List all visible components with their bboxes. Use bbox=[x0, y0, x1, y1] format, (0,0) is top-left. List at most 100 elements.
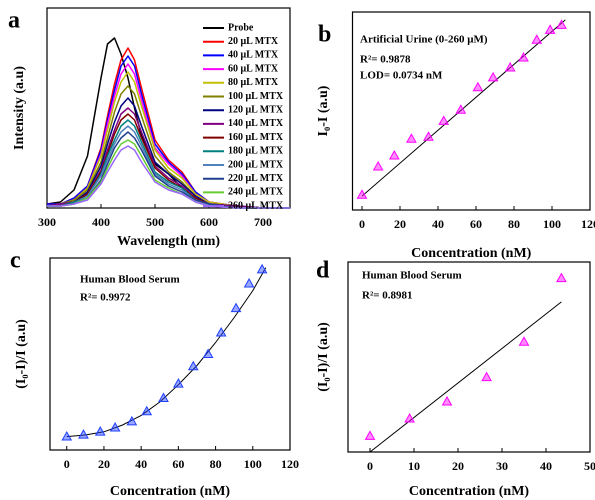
x-tick-label: 80 bbox=[508, 217, 520, 231]
annotation: R²= 0.9878 bbox=[360, 54, 411, 66]
data-point bbox=[61, 431, 73, 441]
legend-label: 20 μL MTX bbox=[228, 36, 279, 47]
data-point bbox=[388, 150, 400, 160]
data-point bbox=[504, 61, 516, 72]
x-tick-label: 20 bbox=[394, 217, 406, 231]
data-point bbox=[472, 81, 484, 92]
plot-frame bbox=[351, 11, 591, 211]
data-point bbox=[94, 426, 106, 436]
plot-frame bbox=[46, 7, 291, 209]
x-axis-label: Concentration (nM) bbox=[110, 484, 230, 499]
data-point bbox=[481, 371, 492, 382]
data-point bbox=[256, 263, 268, 274]
data-point bbox=[455, 104, 467, 114]
legend-label: 180 μL MTX bbox=[228, 146, 284, 157]
x-tick-label: 40 bbox=[432, 217, 444, 231]
y-axis-label: (I₀-I)/I (a.u) bbox=[316, 322, 331, 392]
x-axis-label: Concentration (nM) bbox=[409, 484, 529, 499]
data-point bbox=[126, 415, 138, 426]
x-tick-label: 700 bbox=[254, 215, 272, 229]
x-tick-label: 100 bbox=[543, 217, 561, 231]
x-tick-label: 80 bbox=[210, 457, 222, 471]
annotation: R²= 0.9972 bbox=[80, 292, 131, 304]
x-tick-label: 400 bbox=[92, 215, 110, 229]
data-point bbox=[487, 71, 499, 82]
data-point bbox=[556, 19, 567, 29]
x-tick-label: 50 bbox=[584, 459, 595, 473]
data-point bbox=[441, 395, 453, 406]
data-point bbox=[438, 115, 450, 125]
data-point bbox=[518, 336, 530, 346]
legend-label: 120 μL MTX bbox=[228, 104, 284, 115]
y-axis-label: Intensity (a.u) bbox=[12, 66, 27, 150]
x-tick-label: 20 bbox=[98, 457, 110, 471]
legend-label: 220 μL MTX bbox=[228, 173, 284, 184]
legend-label: 260 μL MTX bbox=[228, 200, 284, 211]
data-point bbox=[230, 302, 242, 313]
panel-label: c bbox=[10, 248, 21, 274]
legend-label: 160 μL MTX bbox=[228, 132, 284, 143]
x-tick-label: 20 bbox=[452, 459, 464, 473]
legend-label: 60 μL MTX bbox=[228, 63, 279, 74]
data-point bbox=[243, 278, 255, 288]
data-point bbox=[364, 430, 376, 440]
x-tick-label: 0 bbox=[367, 459, 373, 473]
annotation: Human Blood Serum bbox=[80, 274, 180, 286]
data-point bbox=[531, 34, 543, 44]
x-tick-label: 40 bbox=[540, 459, 552, 473]
data-point bbox=[372, 160, 384, 171]
x-tick-label: 120 bbox=[281, 457, 299, 471]
annotation: Artificial Urine (0-260 μM) bbox=[360, 34, 488, 46]
fit-line bbox=[66, 267, 267, 438]
x-tick-label: 300 bbox=[38, 215, 56, 229]
data-point bbox=[215, 326, 227, 337]
data-point bbox=[544, 24, 556, 34]
x-tick-label: 120 bbox=[581, 217, 595, 231]
plot-frame bbox=[347, 261, 591, 453]
data-point bbox=[78, 429, 89, 439]
panel-label: b bbox=[318, 22, 331, 48]
legend-label: 140 μL MTX bbox=[228, 118, 284, 129]
legend-label: 200 μL MTX bbox=[228, 159, 284, 170]
x-tick-label: 60 bbox=[470, 217, 482, 231]
y-axis-label: (I₀-I)/I (a.u) bbox=[14, 319, 29, 389]
data-point bbox=[406, 133, 417, 143]
x-tick-label: 0 bbox=[64, 457, 70, 471]
fit-line bbox=[361, 19, 566, 197]
x-tick-label: 40 bbox=[135, 457, 147, 471]
data-point bbox=[518, 52, 529, 62]
fit-line bbox=[369, 301, 562, 453]
x-tick-label: 30 bbox=[496, 459, 508, 473]
y-axis-label: I₀-I (a.u) bbox=[316, 85, 331, 136]
legend-label: Probe bbox=[228, 22, 254, 33]
x-axis-label: Wavelength (nm) bbox=[117, 234, 220, 249]
data-point bbox=[556, 272, 567, 283]
x-tick-label: 10 bbox=[408, 459, 420, 473]
x-axis-label: Concentration (nM) bbox=[411, 246, 531, 261]
data-point bbox=[356, 189, 368, 199]
legend-label: 100 μL MTX bbox=[228, 91, 284, 102]
legend-label: 80 μL MTX bbox=[228, 77, 279, 88]
data-point bbox=[141, 405, 153, 416]
x-tick-label: 500 bbox=[146, 215, 164, 229]
x-tick-label: 0 bbox=[359, 217, 365, 231]
data-point bbox=[404, 413, 415, 423]
data-point bbox=[187, 360, 199, 371]
annotation: Human Blood Serum bbox=[362, 270, 462, 282]
data-point bbox=[109, 422, 121, 432]
data-point bbox=[173, 378, 184, 388]
x-tick-label: 600 bbox=[200, 215, 218, 229]
panel-label: a bbox=[8, 8, 20, 34]
x-tick-label: 60 bbox=[172, 457, 184, 471]
legend-label: 40 μL MTX bbox=[228, 50, 279, 61]
data-point bbox=[202, 348, 214, 358]
data-point bbox=[423, 131, 434, 141]
plot-frame bbox=[49, 257, 291, 451]
annotation: LOD= 0.0734 nM bbox=[360, 70, 443, 82]
annotation: R²= 0.8981 bbox=[362, 290, 413, 302]
spectrum-line bbox=[46, 71, 290, 209]
x-tick-label: 100 bbox=[244, 457, 262, 471]
legend-label: 240 μL MTX bbox=[228, 187, 284, 198]
panel-label: d bbox=[316, 258, 330, 284]
